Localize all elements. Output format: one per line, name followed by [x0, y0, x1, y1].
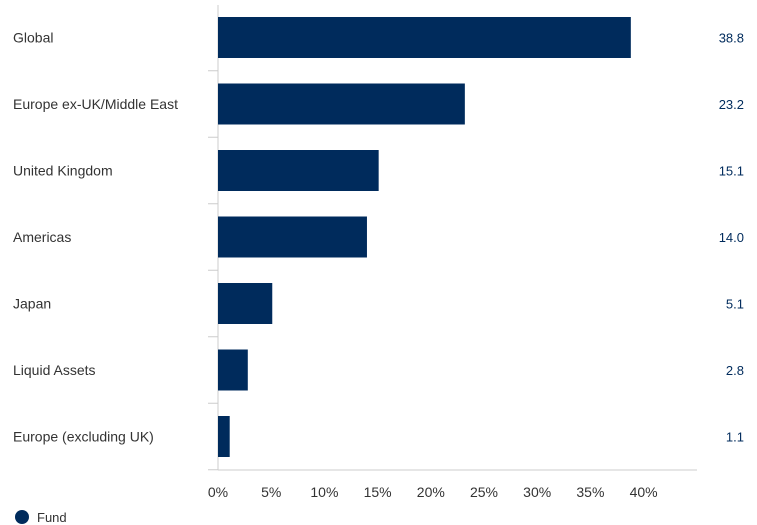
- bar: [218, 349, 248, 391]
- value-label: 23.2: [719, 97, 744, 112]
- x-tick-label: 5%: [261, 484, 281, 500]
- x-tick-label: 20%: [417, 484, 445, 500]
- x-tick-label: 15%: [364, 484, 392, 500]
- x-tick-label: 35%: [576, 484, 604, 500]
- bar: [218, 83, 465, 125]
- category-label: Europe ex-UK/Middle East: [13, 96, 178, 112]
- value-label: 14.0: [719, 230, 744, 245]
- legend-label: Fund: [37, 510, 67, 525]
- x-tick-label: 10%: [310, 484, 338, 500]
- x-tick-label: 25%: [470, 484, 498, 500]
- bar: [218, 283, 273, 324]
- value-label: 1.1: [726, 430, 744, 445]
- category-label: Japan: [13, 296, 51, 312]
- category-label: Europe (excluding UK): [13, 429, 154, 445]
- bar: [218, 17, 631, 58]
- value-label: 5.1: [726, 297, 744, 312]
- category-label: United Kingdom: [13, 163, 113, 179]
- x-tick-label: 0%: [208, 484, 228, 500]
- category-label: Americas: [13, 229, 71, 245]
- category-label: Liquid Assets: [13, 362, 96, 378]
- bar: [218, 150, 379, 191]
- legend-swatch: [15, 510, 29, 524]
- x-tick-label: 30%: [523, 484, 551, 500]
- bar: [218, 416, 230, 457]
- value-label: 15.1: [719, 164, 744, 179]
- x-tick-label: 40%: [630, 484, 658, 500]
- value-label: 2.8: [726, 363, 744, 378]
- category-label: Global: [13, 30, 53, 46]
- bar: [218, 216, 367, 258]
- value-label: 38.8: [719, 31, 744, 46]
